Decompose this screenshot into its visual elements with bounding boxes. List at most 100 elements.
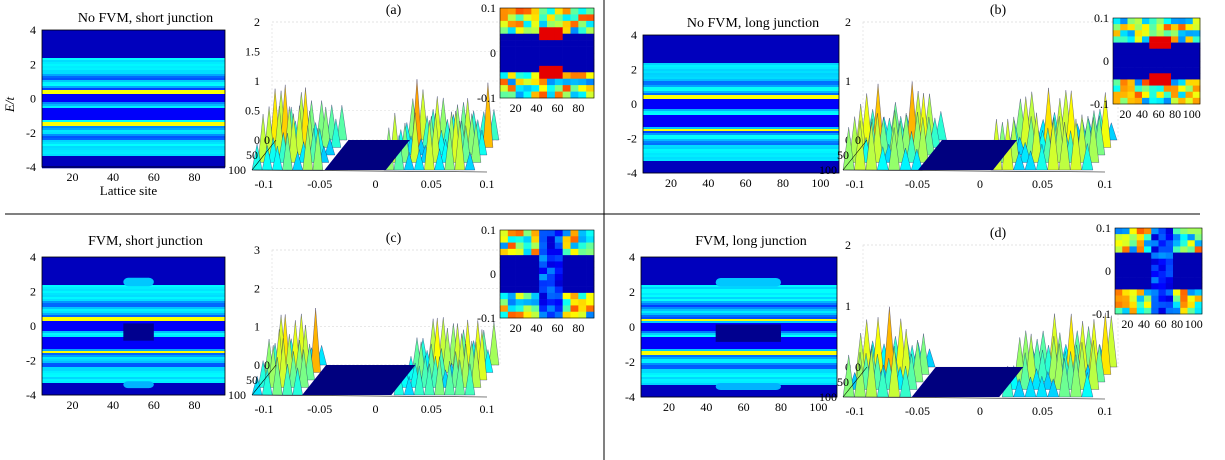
inset-cell bbox=[1129, 228, 1138, 235]
inset-cell bbox=[1180, 258, 1188, 266]
inset-cell bbox=[539, 267, 548, 275]
inset-cell bbox=[1144, 258, 1152, 266]
heatmap-xlabel: Lattice site bbox=[100, 183, 158, 198]
surface-spike bbox=[1036, 375, 1048, 398]
inset-cell bbox=[554, 72, 563, 80]
inset-cell bbox=[1163, 18, 1172, 25]
inset-cell bbox=[1163, 73, 1172, 80]
inset-cell bbox=[1156, 48, 1165, 56]
inset-cell bbox=[1171, 85, 1179, 93]
inset-cell bbox=[1163, 67, 1172, 74]
heatmap-row bbox=[42, 265, 225, 268]
inset-cell bbox=[554, 40, 563, 47]
inset-cell bbox=[507, 261, 516, 269]
heatmap-row bbox=[42, 54, 225, 57]
surface-spike bbox=[444, 128, 455, 171]
heatmap-row bbox=[641, 315, 837, 318]
heatmap-row bbox=[641, 363, 837, 366]
inset-cell bbox=[1129, 264, 1138, 272]
inset-cell bbox=[578, 280, 587, 287]
inset-cell bbox=[515, 14, 524, 22]
inset-cell bbox=[1113, 18, 1121, 25]
inset-cell bbox=[523, 27, 532, 35]
inset-cell bbox=[1194, 228, 1203, 235]
inset-cell bbox=[515, 91, 524, 99]
inset-cell bbox=[547, 85, 556, 92]
inset-cell bbox=[562, 286, 571, 294]
heatmap-row bbox=[42, 62, 225, 65]
inset-cell bbox=[531, 91, 540, 99]
surface-spike bbox=[476, 129, 488, 156]
inset-frame bbox=[499, 229, 595, 319]
inset-cell bbox=[562, 305, 571, 313]
inset-cell bbox=[1129, 271, 1138, 278]
inset-cell bbox=[547, 255, 556, 262]
heatmap-xtick: 60 bbox=[148, 398, 160, 412]
inset-cell bbox=[1187, 289, 1196, 296]
inset-cell bbox=[1127, 73, 1136, 80]
surface-spike bbox=[430, 113, 441, 163]
junction-gap bbox=[715, 324, 781, 342]
heatmap-row bbox=[42, 152, 225, 155]
inset-cell bbox=[1178, 24, 1186, 31]
surface-spike bbox=[917, 117, 929, 163]
inset-cell bbox=[586, 85, 595, 92]
inset-cell bbox=[547, 261, 556, 269]
inset-cell bbox=[586, 59, 595, 67]
surface-xtick: 0.05 bbox=[1032, 177, 1053, 191]
inset-cell bbox=[562, 311, 571, 319]
heatmap-row bbox=[42, 349, 225, 352]
surface-spike bbox=[304, 343, 315, 381]
inset-xtick: 40 bbox=[1136, 107, 1148, 121]
inset-cell bbox=[500, 20, 509, 28]
inset-cell bbox=[554, 33, 563, 41]
inset-cell bbox=[1129, 246, 1138, 253]
inset-heatmap-a: 0.1 0 -0.1 20 40 60 80 bbox=[477, 1, 595, 115]
heatmap-row bbox=[42, 305, 225, 308]
surface-energy-axis bbox=[842, 169, 1106, 173]
inset-cell bbox=[1158, 246, 1167, 253]
inset-cell bbox=[586, 14, 595, 22]
surface-xtick: 0.1 bbox=[1098, 404, 1113, 418]
inset-cell bbox=[1173, 252, 1181, 260]
heatmap-xtick: 100 bbox=[809, 400, 827, 414]
surface-spike bbox=[899, 147, 912, 171]
inset-cell bbox=[1113, 24, 1121, 31]
inset-cell bbox=[1151, 307, 1159, 315]
inset-cell bbox=[1165, 301, 1174, 309]
heatmap-row bbox=[641, 263, 837, 266]
inset-cell bbox=[507, 248, 516, 256]
surface-spike bbox=[464, 363, 476, 396]
inset-cell bbox=[523, 311, 532, 319]
inset-cell bbox=[1185, 24, 1194, 31]
inset-cell bbox=[1120, 36, 1128, 43]
surface-spike bbox=[320, 106, 331, 148]
inset-cell bbox=[1187, 301, 1196, 309]
surface-xtick: 0.1 bbox=[480, 177, 495, 191]
inset-cell bbox=[570, 65, 579, 73]
inset-cell bbox=[500, 292, 509, 300]
inset-cell bbox=[1178, 91, 1186, 99]
inset-cell bbox=[570, 280, 579, 287]
inset-cell bbox=[1134, 54, 1143, 62]
inset-cell bbox=[578, 236, 587, 243]
inset-cell bbox=[1158, 277, 1167, 284]
surface-xtick: -0.05 bbox=[307, 177, 332, 191]
heatmap-row bbox=[643, 145, 839, 148]
surface-energy-axis bbox=[842, 396, 1106, 400]
inset-cell bbox=[1144, 240, 1152, 247]
inset-ytick: 0 bbox=[490, 267, 496, 281]
heatmap-row bbox=[42, 32, 225, 35]
inset-cell bbox=[531, 27, 540, 35]
inset-cell bbox=[507, 72, 516, 80]
heatmap-row bbox=[42, 371, 225, 374]
inset-cell bbox=[554, 53, 563, 60]
heatmap-row bbox=[42, 122, 225, 125]
inset-cell bbox=[515, 261, 524, 269]
surface-depth-tick: 100 bbox=[228, 388, 246, 402]
heatmap-row bbox=[42, 72, 225, 75]
inset-cell bbox=[1127, 85, 1136, 93]
inset-cell bbox=[547, 286, 556, 294]
inset-cell bbox=[1129, 234, 1138, 241]
inset-cell bbox=[562, 274, 571, 281]
